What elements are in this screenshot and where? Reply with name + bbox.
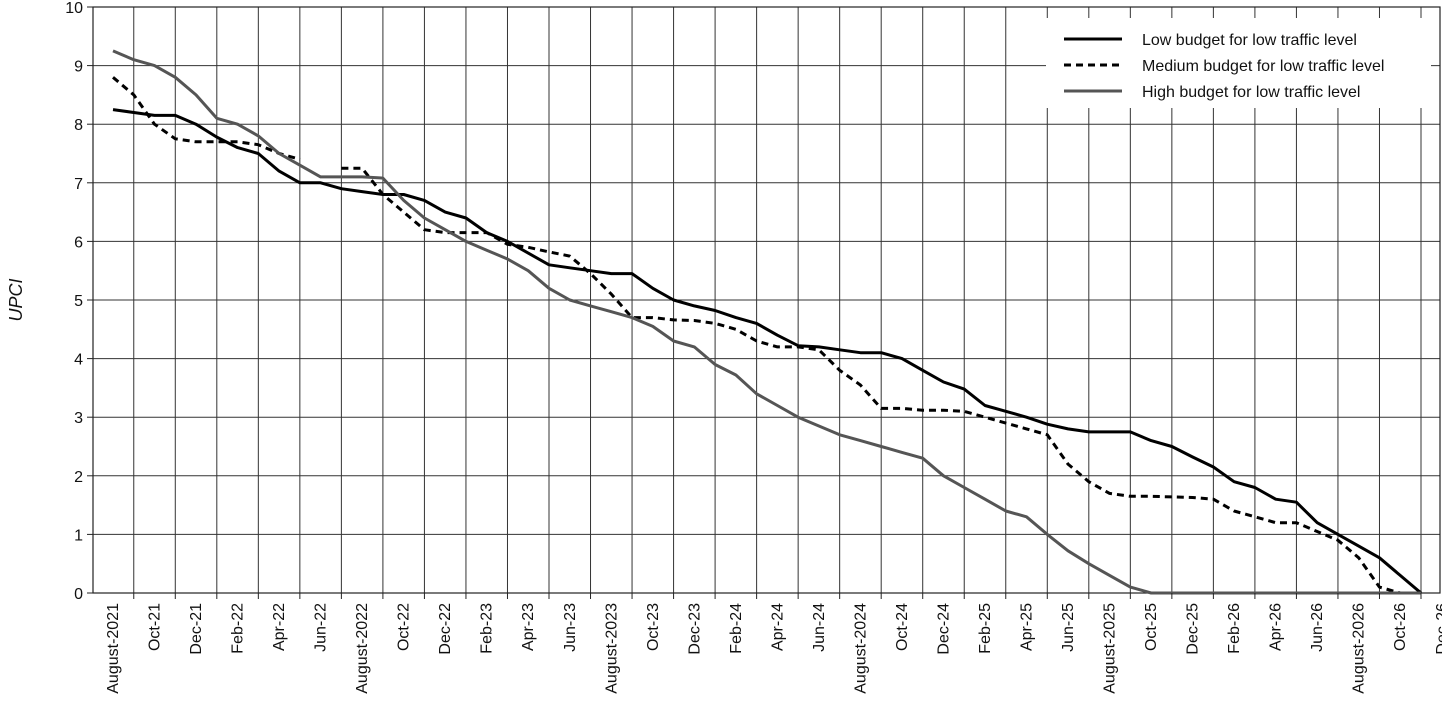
y-tick-label: 7 (74, 176, 83, 193)
y-tick-label: 9 (74, 59, 83, 76)
x-tick-label: Feb-25 (977, 603, 994, 654)
y-tick-label: 4 (74, 352, 83, 369)
legend-label-1: Low budget for low traffic level (1142, 32, 1357, 49)
x-tick-label: August-2023 (603, 603, 620, 694)
x-tick-label: August-2025 (1102, 603, 1119, 694)
y-tick-label: 5 (74, 293, 83, 310)
x-tick-label: Jun-23 (562, 603, 579, 652)
x-tick-label: Feb-22 (230, 603, 247, 654)
legend: Low budget for low traffic level Medium b… (1046, 18, 1431, 108)
x-tick-label: Oct-24 (894, 603, 911, 651)
x-tick-label: Oct-25 (1143, 603, 1160, 651)
x-tick-label: Oct-26 (1392, 603, 1409, 651)
x-tick-label: Jun-25 (1060, 603, 1077, 652)
y-tick-label: 1 (74, 527, 83, 544)
x-tick-label: Dec-23 (686, 603, 703, 655)
x-tick-label: Jun-26 (1309, 603, 1326, 652)
x-tick-label: Apr-22 (271, 603, 288, 651)
x-tick-label: Dec-24 (935, 603, 952, 655)
y-axis-label: UPCI (6, 278, 26, 321)
x-tick-label: Oct-21 (147, 603, 164, 651)
x-tick-label: August-2024 (852, 603, 869, 694)
y-tick-label: 8 (74, 117, 83, 134)
x-tick-label: Dec-25 (1185, 603, 1202, 655)
series-layer (112, 49, 1422, 595)
x-tick-label: Feb-26 (1226, 603, 1243, 654)
y-tick-label: 0 (74, 586, 83, 603)
legend-background (1046, 18, 1431, 108)
x-tick-label: Dec-22 (437, 603, 454, 655)
x-tick-label: August-2026 (1351, 603, 1368, 694)
x-tick-label: Apr-26 (1268, 603, 1285, 651)
legend-label-2: Medium budget for low traffic level (1142, 58, 1384, 75)
x-axis-ticks: August-2021 Oct-21 Dec-21 Feb-22 Apr-22 Jun-2… (105, 593, 1442, 694)
y-axis-ticks: 0 1 2 3 4 5 6 7 8 9 10 (65, 0, 93, 603)
y-tick-label: 2 (74, 469, 83, 486)
series-line-1 (112, 108, 1422, 595)
x-tick-label: Oct-22 (396, 603, 413, 651)
series-line-3 (112, 49, 1421, 595)
x-tick-label: August-2022 (354, 603, 371, 694)
x-tick-label: Dec-26 (1434, 603, 1442, 655)
x-tick-label: Apr-24 (769, 603, 786, 651)
x-tick-label: Apr-23 (520, 603, 537, 651)
x-tick-label: Jun-22 (313, 603, 330, 652)
y-tick-label: 3 (74, 410, 83, 427)
series-line-2 (112, 76, 1421, 595)
x-tick-label: Feb-23 (479, 603, 496, 654)
x-tick-label: Apr-25 (1019, 603, 1036, 651)
x-tick-label: Jun-24 (811, 603, 828, 652)
y-tick-label: 10 (65, 0, 83, 17)
x-tick-label: Dec-21 (188, 603, 205, 655)
x-tick-label: August-2021 (105, 603, 122, 694)
x-tick-label: Oct-23 (645, 603, 662, 651)
x-tick-label: Feb-24 (728, 603, 745, 654)
y-tick-label: 6 (74, 234, 83, 251)
legend-label-3: High budget for low traffic level (1142, 84, 1360, 101)
